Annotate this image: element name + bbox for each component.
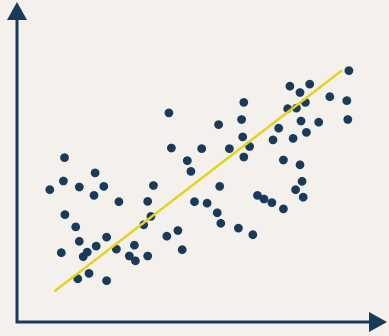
data-point	[102, 276, 111, 285]
data-point	[91, 241, 101, 251]
data-point	[71, 222, 81, 232]
data-point	[295, 160, 305, 170]
data-point	[238, 132, 248, 142]
data-point	[143, 197, 153, 206]
data-point	[214, 120, 224, 129]
data-point	[291, 185, 300, 195]
data-point	[212, 208, 222, 218]
data-point	[74, 182, 84, 192]
data-point	[314, 117, 324, 127]
data-point	[253, 191, 262, 200]
data-point	[216, 218, 226, 228]
data-point	[124, 251, 134, 261]
data-point	[164, 108, 174, 118]
data-point	[225, 144, 234, 154]
data-point	[149, 181, 158, 190]
data-point	[295, 88, 305, 97]
data-point	[102, 232, 111, 242]
data-point	[56, 248, 66, 258]
data-point	[215, 182, 225, 191]
data-point	[234, 223, 243, 233]
x-axis-arrow-icon	[369, 312, 387, 332]
data-point	[143, 251, 153, 261]
data-point	[167, 143, 176, 153]
data-point	[296, 116, 306, 126]
data-point	[325, 92, 335, 102]
data-point	[173, 226, 183, 235]
data-point	[248, 230, 258, 240]
data-point	[59, 176, 68, 186]
data-point	[239, 152, 249, 162]
data-point	[237, 115, 247, 124]
data-point	[343, 115, 353, 124]
data-point	[45, 185, 55, 195]
data-point	[288, 134, 298, 143]
axes	[7, 2, 387, 332]
data-point	[162, 231, 172, 241]
data-point	[305, 79, 315, 89]
y-axis-arrow-icon	[7, 2, 27, 20]
data-point	[99, 182, 109, 191]
data-point	[182, 156, 192, 166]
data-point	[74, 236, 84, 246]
data-point	[239, 98, 249, 107]
data-point	[298, 192, 308, 202]
data-point	[177, 245, 187, 255]
data-point	[297, 176, 307, 186]
data-point	[302, 127, 311, 137]
data-point	[130, 240, 139, 250]
data-point	[202, 198, 212, 208]
data-point	[190, 197, 199, 207]
data-point	[267, 198, 277, 208]
data-point	[131, 256, 140, 266]
data-point	[268, 135, 278, 145]
data-points	[45, 66, 354, 285]
data-point	[285, 81, 295, 91]
data-point	[90, 168, 100, 178]
data-point	[342, 96, 352, 105]
data-point	[60, 153, 69, 163]
data-point	[82, 247, 92, 257]
data-point	[279, 204, 288, 214]
data-point	[89, 191, 99, 200]
data-point	[279, 155, 288, 165]
data-point	[114, 197, 124, 207]
data-point	[274, 123, 284, 133]
data-point	[259, 194, 269, 204]
data-point	[344, 66, 354, 75]
data-point	[60, 210, 70, 220]
data-point	[186, 167, 196, 176]
data-point	[197, 144, 207, 154]
data-point	[84, 269, 94, 278]
trendline	[53, 69, 343, 293]
